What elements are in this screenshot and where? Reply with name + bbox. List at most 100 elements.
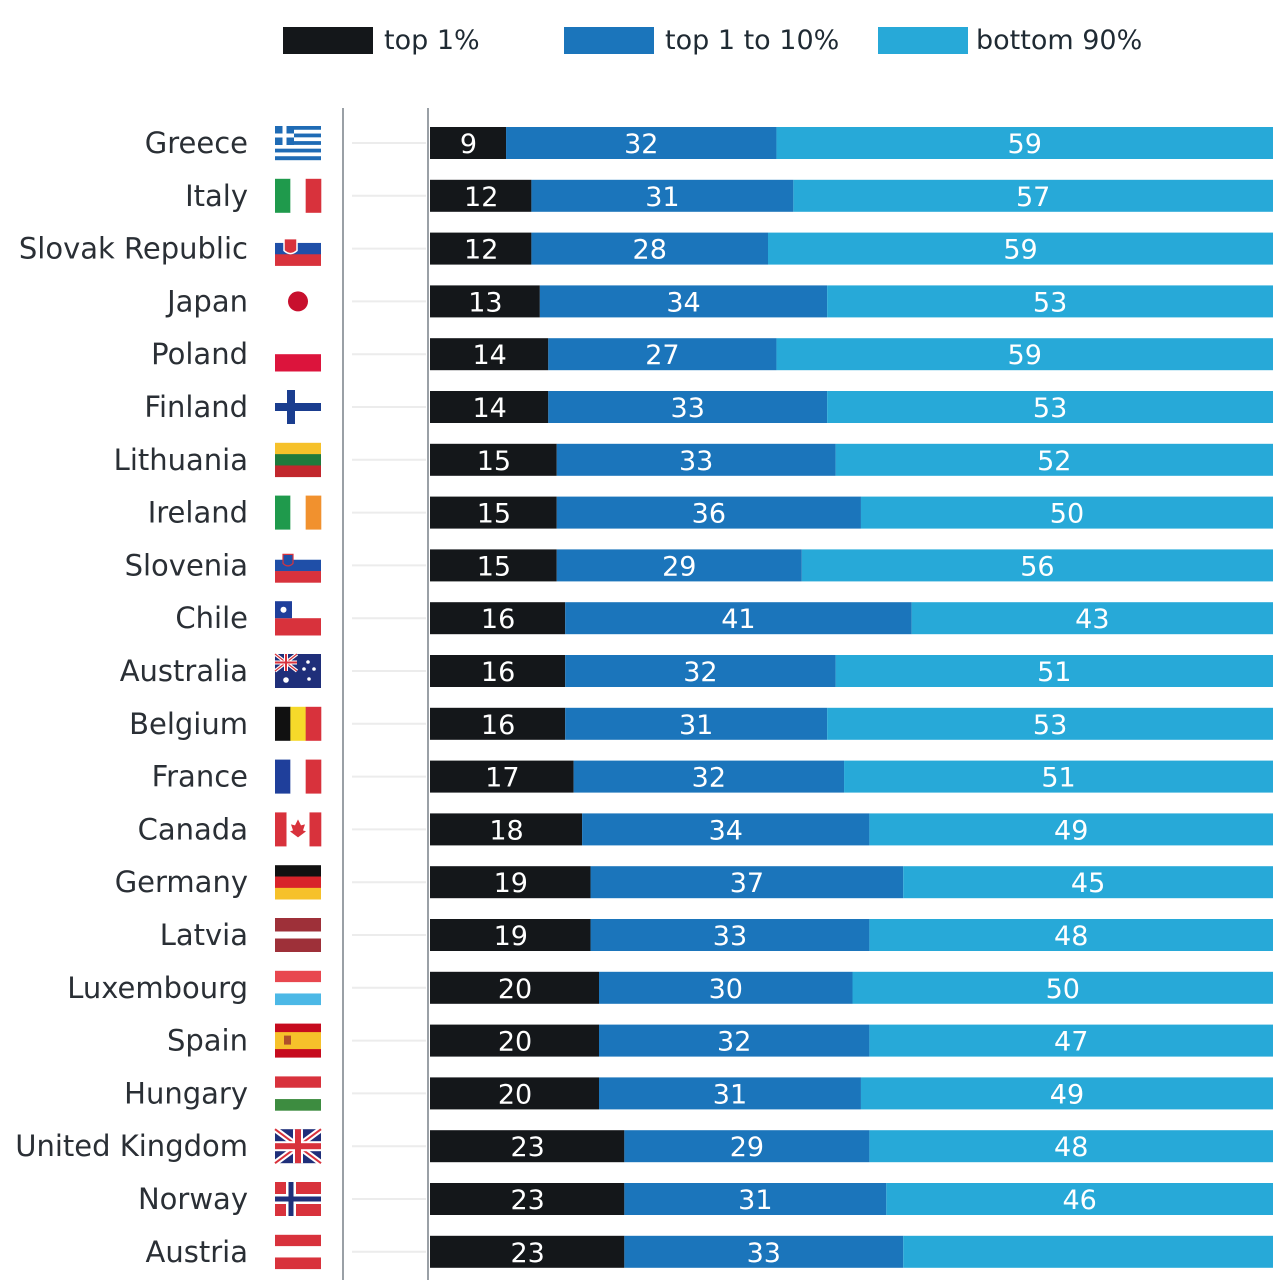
data-label: 15: [477, 499, 511, 530]
bar-segment: [835, 655, 1273, 687]
country-row: Slovenia 15 29 56: [125, 548, 1273, 583]
data-label: 45: [1071, 868, 1105, 899]
country-label: Lithuania: [114, 443, 248, 477]
data-label: 23: [510, 1185, 544, 1216]
data-label: 29: [730, 1132, 764, 1163]
germany-flag-icon: [275, 865, 321, 900]
country-label: Luxembourg: [67, 971, 248, 1005]
australia-flag-icon: [273, 652, 321, 688]
data-label: 23: [510, 1238, 544, 1269]
bar-segment: [531, 179, 794, 212]
data-label: 33: [747, 1238, 781, 1269]
bar-segment: [506, 127, 777, 159]
legend-label-1: top 1%: [384, 25, 480, 56]
data-label: 31: [738, 1185, 772, 1216]
bar-segment: [827, 391, 1273, 423]
data-label: 32: [717, 1027, 751, 1058]
bar-segment: [430, 338, 549, 371]
data-label: 59: [1003, 235, 1037, 266]
bar-segment: [430, 971, 599, 1004]
data-label: 46: [1062, 1185, 1096, 1216]
data-label: 31: [713, 1079, 747, 1110]
bar-segment: [793, 179, 1273, 212]
slovenia-flag-icon: [275, 548, 321, 583]
bar-segment: [624, 1183, 887, 1215]
latvia-flag-icon: [275, 918, 321, 952]
bar-segment: [430, 443, 557, 476]
bar-segment: [852, 971, 1273, 1004]
country-label: Norway: [138, 1182, 248, 1216]
country-label: Slovenia: [125, 548, 248, 582]
bar-segment: [430, 1183, 625, 1215]
data-label: 16: [481, 604, 515, 635]
bar-segment: [430, 602, 566, 635]
data-label: 56: [1020, 551, 1054, 582]
data-label: 57: [1016, 182, 1050, 213]
data-label: 59: [1008, 340, 1042, 371]
data-label: 47: [1054, 1027, 1088, 1058]
bar-segment: [430, 1130, 625, 1163]
belgium-flag-icon: [275, 706, 322, 741]
data-label: 34: [666, 287, 700, 318]
data-label: 17: [485, 763, 519, 794]
data-label: 52: [1037, 446, 1071, 477]
bar-segment: [582, 813, 870, 846]
data-label: 49: [1050, 1079, 1084, 1110]
bar-segment: [430, 1024, 599, 1057]
bar-segment: [548, 338, 777, 371]
bar-segment: [430, 813, 583, 846]
country-row: Italy 12 31 57: [185, 178, 1273, 213]
data-label: 14: [472, 393, 506, 424]
country-row: Japan 13 34 53: [165, 284, 1273, 319]
country-row: Australia 16 32 51: [120, 652, 1273, 688]
bar-segment: [599, 1077, 861, 1110]
lithuania-flag-icon: [275, 442, 321, 478]
bar-segment: [430, 285, 540, 318]
data-label: 27: [645, 340, 679, 371]
bar-segment: [430, 232, 532, 265]
data-label: 30: [709, 974, 743, 1005]
data-label: 59: [1008, 129, 1042, 160]
country-row: Austria 23 33: [146, 1234, 1273, 1270]
france-flag-icon: [275, 759, 322, 794]
data-label: 53: [1033, 287, 1067, 318]
data-label: 32: [624, 129, 658, 160]
data-label: 53: [1033, 393, 1067, 424]
country-label: United Kingdom: [15, 1129, 248, 1163]
bar-segment: [430, 127, 507, 159]
data-label: 13: [468, 287, 502, 318]
legend-label-2: top 1 to 10%: [665, 25, 839, 56]
data-label: 48: [1054, 921, 1088, 952]
country-label: Canada: [138, 812, 248, 846]
data-label: 14: [472, 340, 506, 371]
bar-segment: [869, 919, 1273, 951]
data-label: 18: [489, 815, 523, 846]
country-label: Slovak Republic: [19, 232, 248, 266]
data-label: 9: [460, 129, 477, 160]
data-label: 32: [692, 763, 726, 794]
bar-segment: [869, 1130, 1273, 1163]
bar-segment: [903, 1235, 1273, 1268]
legend-swatch-3: [878, 27, 968, 54]
data-label: 20: [498, 1027, 532, 1058]
bar-segment: [430, 707, 566, 740]
legend-swatch-2: [564, 27, 654, 54]
data-label: 32: [683, 657, 717, 688]
bar-segment: [565, 655, 836, 687]
data-label: 31: [645, 182, 679, 213]
bar-segment: [539, 285, 828, 318]
country-label: France: [152, 760, 248, 794]
bar-segment: [590, 866, 904, 899]
austria-flag-icon: [275, 1234, 321, 1270]
bar-segment: [430, 760, 574, 793]
legend-swatch-1: [283, 27, 373, 54]
bar-segment: [556, 496, 861, 529]
rows: Greece 9 32 59 Italy 12 31 57 Slovak Republic 12 2…: [15, 126, 1273, 1270]
legend: top 1% top 1 to 10% bottom 90%: [283, 25, 1142, 56]
norway-flag-icon: [275, 1182, 321, 1216]
data-label: 49: [1054, 815, 1088, 846]
data-label: 16: [481, 657, 515, 688]
luxembourg-flag-icon: [275, 970, 321, 1006]
data-label: 43: [1075, 604, 1109, 635]
